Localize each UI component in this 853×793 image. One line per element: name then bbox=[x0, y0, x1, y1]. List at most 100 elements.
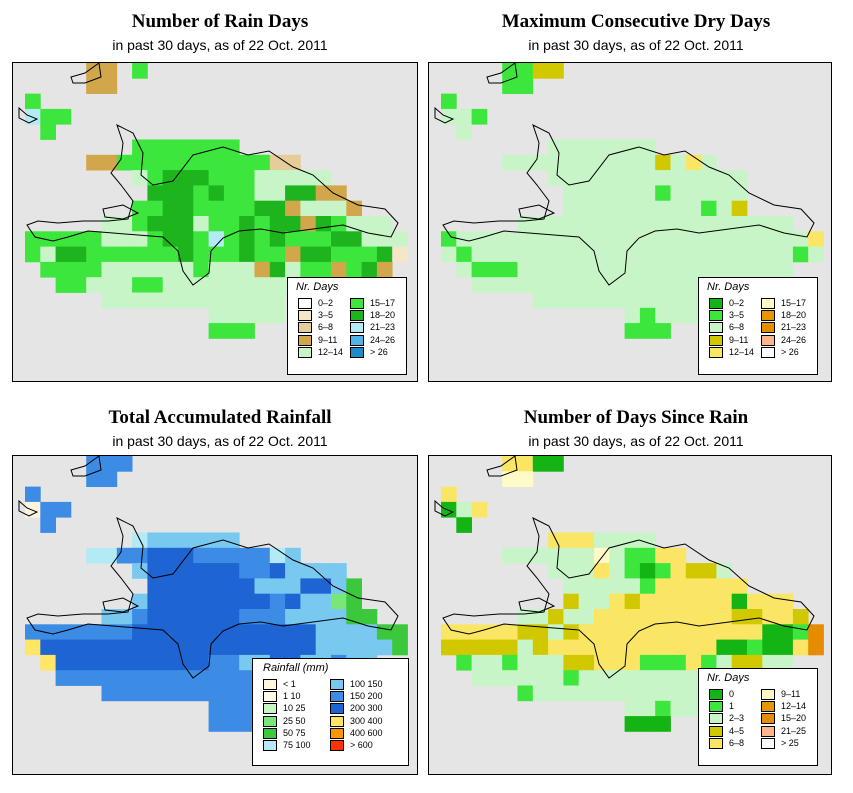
grid-cell bbox=[563, 246, 580, 263]
grid-cell bbox=[532, 277, 549, 293]
grid-cell bbox=[777, 216, 794, 232]
grid-cell bbox=[86, 471, 102, 487]
grid-cell bbox=[25, 501, 41, 518]
legend-label: > 600 bbox=[350, 740, 373, 750]
grid-cell bbox=[25, 246, 41, 263]
grid-cell bbox=[101, 63, 118, 79]
grid-cell bbox=[532, 154, 549, 171]
grid-cell bbox=[532, 654, 549, 671]
grid-cell bbox=[517, 63, 534, 79]
legend-label: 9–11 bbox=[318, 334, 338, 345]
island-outline bbox=[442, 517, 815, 679]
grid-cell bbox=[132, 170, 148, 186]
grid-cell bbox=[223, 609, 240, 625]
legend-swatch bbox=[709, 346, 723, 358]
grid-cell bbox=[548, 547, 564, 564]
grid-cell bbox=[578, 639, 595, 656]
legend-label: 12–14 bbox=[318, 346, 344, 357]
grid-cell bbox=[162, 139, 179, 156]
grid-cell bbox=[486, 261, 503, 278]
legend-label: 4–5 bbox=[729, 725, 745, 736]
grid-cell bbox=[162, 654, 179, 671]
grid-cell bbox=[178, 563, 194, 579]
grid-cell bbox=[254, 593, 271, 610]
grid-cell bbox=[670, 216, 687, 232]
legend-label: 50 75 bbox=[283, 727, 306, 738]
grid-cell bbox=[716, 609, 733, 625]
grid-cell bbox=[777, 639, 794, 656]
grid-cell bbox=[670, 154, 687, 171]
grid-cell bbox=[162, 200, 179, 217]
grid-cell bbox=[517, 685, 534, 702]
grid-cell bbox=[762, 624, 778, 640]
grid-cell bbox=[624, 246, 641, 263]
map-rain-days-svg bbox=[18, 63, 408, 339]
grid-cell bbox=[285, 200, 301, 217]
grid-cell bbox=[132, 654, 148, 671]
legend-swatch bbox=[263, 691, 277, 703]
legend-label: 3–5 bbox=[318, 310, 334, 321]
grid-cell bbox=[178, 578, 194, 595]
grid-cell bbox=[502, 624, 518, 640]
grid-cell bbox=[55, 246, 72, 263]
grid-cell bbox=[25, 93, 41, 110]
grid-cell bbox=[315, 639, 332, 656]
grid-cell bbox=[285, 185, 301, 202]
grid-cell bbox=[808, 639, 824, 656]
island-outline bbox=[70, 456, 102, 477]
grid-cell bbox=[624, 547, 641, 564]
grid-cell bbox=[624, 154, 641, 171]
grid-cell bbox=[193, 639, 209, 656]
grid-cell bbox=[639, 532, 656, 549]
grid-cell bbox=[239, 323, 255, 339]
grid-cell bbox=[331, 216, 347, 232]
grid-cell bbox=[532, 231, 549, 247]
grid-cell bbox=[178, 670, 194, 686]
grid-cell bbox=[147, 170, 164, 186]
grid-cell bbox=[792, 231, 809, 247]
grid-cell bbox=[55, 654, 72, 671]
grid-cell bbox=[655, 185, 671, 202]
grid-cell bbox=[269, 593, 286, 610]
grid-cell bbox=[285, 154, 301, 171]
grid-cell bbox=[456, 231, 472, 247]
grid-cell bbox=[239, 624, 255, 640]
grid-cell bbox=[639, 231, 656, 247]
grid-cell bbox=[116, 154, 133, 171]
grid-cell bbox=[162, 532, 179, 549]
grid-cell bbox=[300, 563, 317, 579]
grid-cell bbox=[162, 246, 179, 263]
grid-cell bbox=[208, 716, 225, 732]
grid-cell bbox=[609, 277, 625, 293]
grid-cell bbox=[269, 246, 286, 263]
grid-cell bbox=[70, 670, 87, 686]
legend-swatch bbox=[330, 679, 344, 690]
grid-cell bbox=[701, 185, 717, 202]
grid-cell bbox=[716, 593, 733, 610]
grid-cell bbox=[70, 246, 87, 263]
grid-cell bbox=[716, 185, 733, 202]
grid-cell bbox=[548, 216, 564, 232]
grid-cell bbox=[208, 532, 225, 549]
grid-cell bbox=[254, 216, 271, 232]
grid-cell bbox=[792, 624, 809, 640]
grid-cell bbox=[639, 216, 656, 232]
grid-cell bbox=[670, 609, 687, 625]
legend-label: 6–8 bbox=[318, 322, 334, 333]
grid-cell bbox=[716, 261, 733, 278]
grid-cell bbox=[86, 456, 102, 472]
legend-swatch bbox=[350, 310, 364, 322]
grid-cell bbox=[331, 624, 347, 640]
grid-cell bbox=[578, 624, 595, 640]
grid-cell bbox=[101, 216, 118, 232]
grid-cell bbox=[254, 231, 271, 247]
grid-cell bbox=[193, 261, 209, 278]
grid-cell bbox=[594, 563, 610, 579]
grid-cell bbox=[178, 185, 194, 202]
grid-cell bbox=[208, 700, 225, 717]
grid-cell bbox=[116, 456, 133, 472]
legend-label: > 26 bbox=[781, 346, 799, 357]
grid-cell bbox=[594, 685, 610, 702]
grid-cell bbox=[670, 700, 687, 717]
grid-cell bbox=[624, 563, 641, 579]
